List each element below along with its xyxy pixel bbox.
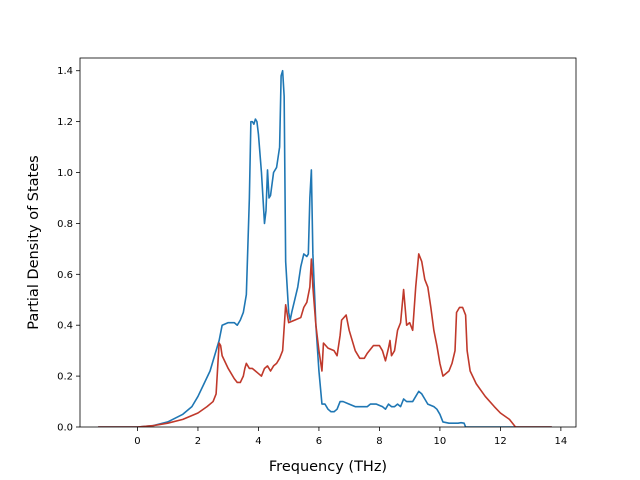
y-tick-label: 0.0 [57, 423, 73, 434]
x-tick-label: 0 [134, 436, 140, 447]
x-tick-label: 6 [316, 436, 322, 447]
y-tick-label: 0.6 [57, 270, 73, 281]
x-tick-label: 12 [494, 436, 507, 447]
y-tick-label: 1.2 [57, 117, 73, 128]
plot-area [79, 57, 577, 428]
x-tick-label: 4 [255, 436, 261, 447]
y-tick-label: 1.4 [57, 66, 73, 77]
x-tick-label: 8 [376, 436, 382, 447]
y-tick-label: 0.8 [57, 219, 73, 230]
x-tick-label: 10 [434, 436, 447, 447]
x-tick-label: 14 [555, 436, 568, 447]
y-tick-label: 1.0 [57, 168, 73, 179]
y-tick-label: 0.2 [57, 372, 73, 383]
series-line-2 [98, 253, 552, 427]
series-line-1 [98, 69, 552, 427]
series-layer [98, 69, 552, 427]
y-tick-label: 0.4 [57, 321, 73, 332]
y-axis: 0.0 0.2 0.4 0.6 0.8 1.0 1.2 1.4 [57, 66, 80, 434]
y-axis-label: Partial Density of States [26, 155, 42, 329]
x-axis: 0 2 4 6 8 10 12 14 [134, 427, 567, 447]
x-tick-label: 2 [195, 436, 201, 447]
x-axis-label: Frequency (THz) [269, 459, 387, 475]
